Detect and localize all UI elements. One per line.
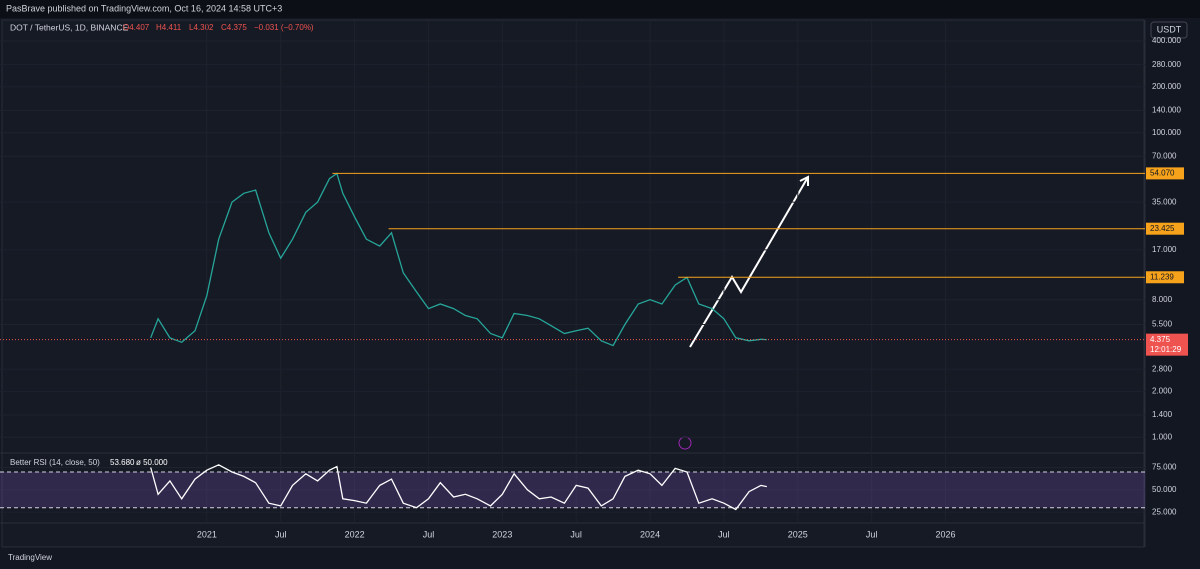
y-tick-label: 5.500 — [1152, 320, 1173, 329]
series-line — [150, 464, 767, 511]
ohlc-low: L4.302 — [189, 23, 214, 32]
level-label: 54.070 — [1150, 168, 1175, 177]
x-tick-label: 2024 — [640, 529, 660, 539]
currency-box[interactable] — [1150, 21, 1188, 39]
y-tick-label: 35.000 — [1152, 197, 1177, 206]
currency[interactable]: USDT — [1157, 24, 1182, 34]
level-tag — [1146, 271, 1184, 284]
ohlc-close: C4.375 — [221, 23, 247, 32]
plot: 2021 Jul 2022 Jul 2023 Jul 2024 Jul 2025 Jul 2026 1… — [0, 20, 1188, 539]
y-tick-label: 1.400 — [1152, 410, 1173, 419]
level-tag — [1146, 167, 1184, 180]
symbol-title: DOT / TetherUS, 1D, BINANCE — [10, 22, 129, 32]
x-tick-label: 2023 — [492, 529, 512, 539]
x-tick-label: 2026 — [936, 529, 956, 539]
level-label: 11.239 — [1150, 272, 1174, 281]
footer-logo: TradingView — [8, 553, 52, 562]
y-tick-label: 280.000 — [1152, 60, 1181, 69]
x-tick-label: 2022 — [345, 529, 365, 539]
y-tick-label: 25.000 — [1152, 507, 1177, 516]
publish-bar — [0, 0, 1200, 18]
ohlc-high: H4.411 — [156, 23, 182, 32]
y-tick-label: 17.000 — [1152, 245, 1177, 254]
y-tick-label: 50.000 — [1152, 485, 1177, 494]
y-tick-label: 8.000 — [1152, 295, 1173, 304]
rsi-current: 53.680 — [110, 458, 135, 467]
ohlc-change: −0.031 (−0.70%) — [254, 23, 314, 32]
countdown: 12:01:29 — [1150, 345, 1182, 354]
x-tick-label: Jul — [570, 529, 582, 539]
level-tag — [1146, 222, 1184, 235]
y-tick-label: 2.800 — [1152, 364, 1173, 373]
y-tick-label: 100.000 — [1152, 128, 1181, 137]
x-tick-label: Jul — [718, 529, 730, 539]
x-tick-label: Jul — [275, 529, 287, 539]
series-line — [150, 172, 767, 347]
ohlc-open: O4.407 — [123, 23, 150, 32]
y-tick-label: 2.000 — [1152, 387, 1173, 396]
y-tick-label: 75.000 — [1152, 463, 1177, 472]
arrow-head — [799, 175, 809, 186]
x-tick-label: Jul — [423, 529, 435, 539]
last-price-label: 4.375 — [1150, 335, 1171, 344]
level-label: 23.425 — [1150, 224, 1175, 233]
rsi-average: ø 50.000 — [136, 458, 168, 467]
y-tick-label: 400.000 — [1152, 36, 1181, 45]
y-tick-label: 200.000 — [1152, 82, 1181, 91]
x-tick-label: Jul — [866, 529, 878, 539]
y-tick-label: 140.000 — [1152, 106, 1181, 115]
y-tick-label: 1.000 — [1152, 432, 1173, 441]
y-tick-label: 70.000 — [1152, 151, 1177, 160]
projection-arrow — [689, 176, 809, 348]
rsi-title: Better RSI (14, close, 50) — [10, 458, 100, 467]
publisher: PasBrave published on TradingView.com, O… — [6, 3, 282, 13]
last-price-tag — [1146, 333, 1188, 356]
x-tick-label: 2021 — [197, 529, 217, 539]
x-tick-label: 2025 — [788, 529, 808, 539]
chart-frame — [1, 19, 1145, 548]
